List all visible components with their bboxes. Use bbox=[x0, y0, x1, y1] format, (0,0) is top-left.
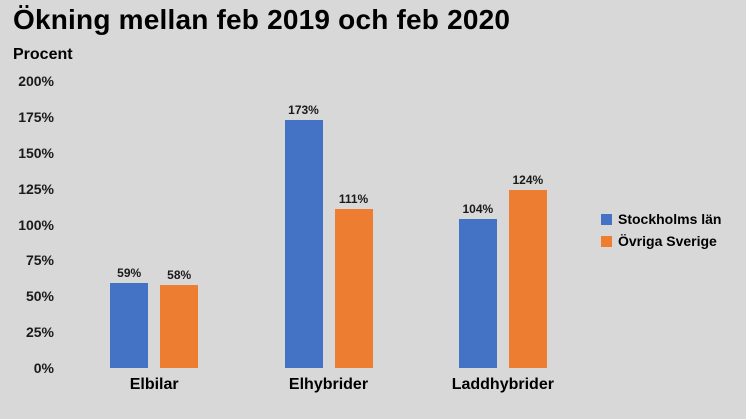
legend: Stockholms län Övriga Sverige bbox=[601, 212, 721, 256]
y-tick-label-200: 200% bbox=[18, 73, 54, 89]
bar-stockholms-l-n-elhybrider bbox=[284, 119, 323, 368]
legend-label: Stockholms län bbox=[618, 211, 722, 227]
value-label-stockholms-l-n-laddhybrider: 104% bbox=[462, 201, 494, 216]
y-tick-label-25: 25% bbox=[25, 324, 54, 341]
value-label-vriga-sverige-elbilar: 58% bbox=[167, 267, 192, 282]
legend-label: Övriga Sverige bbox=[618, 233, 717, 249]
legend-swatch-icon bbox=[601, 236, 612, 247]
bar-vriga-sverige-elhybrider bbox=[334, 208, 373, 368]
legend-swatch-icon bbox=[601, 214, 612, 225]
y-tick-label-75: 75% bbox=[25, 252, 54, 269]
bar-stockholms-l-n-elbilar bbox=[110, 283, 149, 368]
y-tick-label-100: 100% bbox=[18, 216, 54, 233]
y-tick-label-150: 150% bbox=[18, 144, 54, 161]
y-tick-label-175: 175% bbox=[18, 108, 54, 125]
chart-title: Ökning mellan feb 2019 och feb 2020 bbox=[13, 4, 511, 35]
value-label-stockholms-l-n-elhybrider: 173% bbox=[288, 102, 319, 117]
value-label-vriga-sverige-laddhybrider: 124% bbox=[512, 173, 544, 188]
legend-item-vriga-sverige: Övriga Sverige bbox=[601, 234, 721, 249]
y-tick-label-50: 50% bbox=[25, 288, 54, 305]
bar-vriga-sverige-laddhybrider bbox=[508, 190, 547, 368]
y-tick-label-125: 125% bbox=[18, 180, 54, 197]
y-tick-label-0: 0% bbox=[33, 360, 54, 376]
y-axis-title: Procent bbox=[13, 46, 73, 63]
category-label-elbilar: Elbilar bbox=[129, 376, 179, 393]
value-label-vriga-sverige-elhybrider: 111% bbox=[338, 191, 369, 206]
category-label-elhybrider: Elhybrider bbox=[288, 376, 369, 393]
bar-stockholms-l-n-laddhybrider bbox=[458, 218, 497, 368]
legend-item-stockholms-l-n: Stockholms län bbox=[601, 212, 721, 227]
bar-vriga-sverige-elbilar bbox=[160, 284, 199, 368]
value-label-stockholms-l-n-elbilar: 59% bbox=[117, 266, 142, 281]
category-label-laddhybrider: Laddhybrider bbox=[451, 376, 554, 393]
